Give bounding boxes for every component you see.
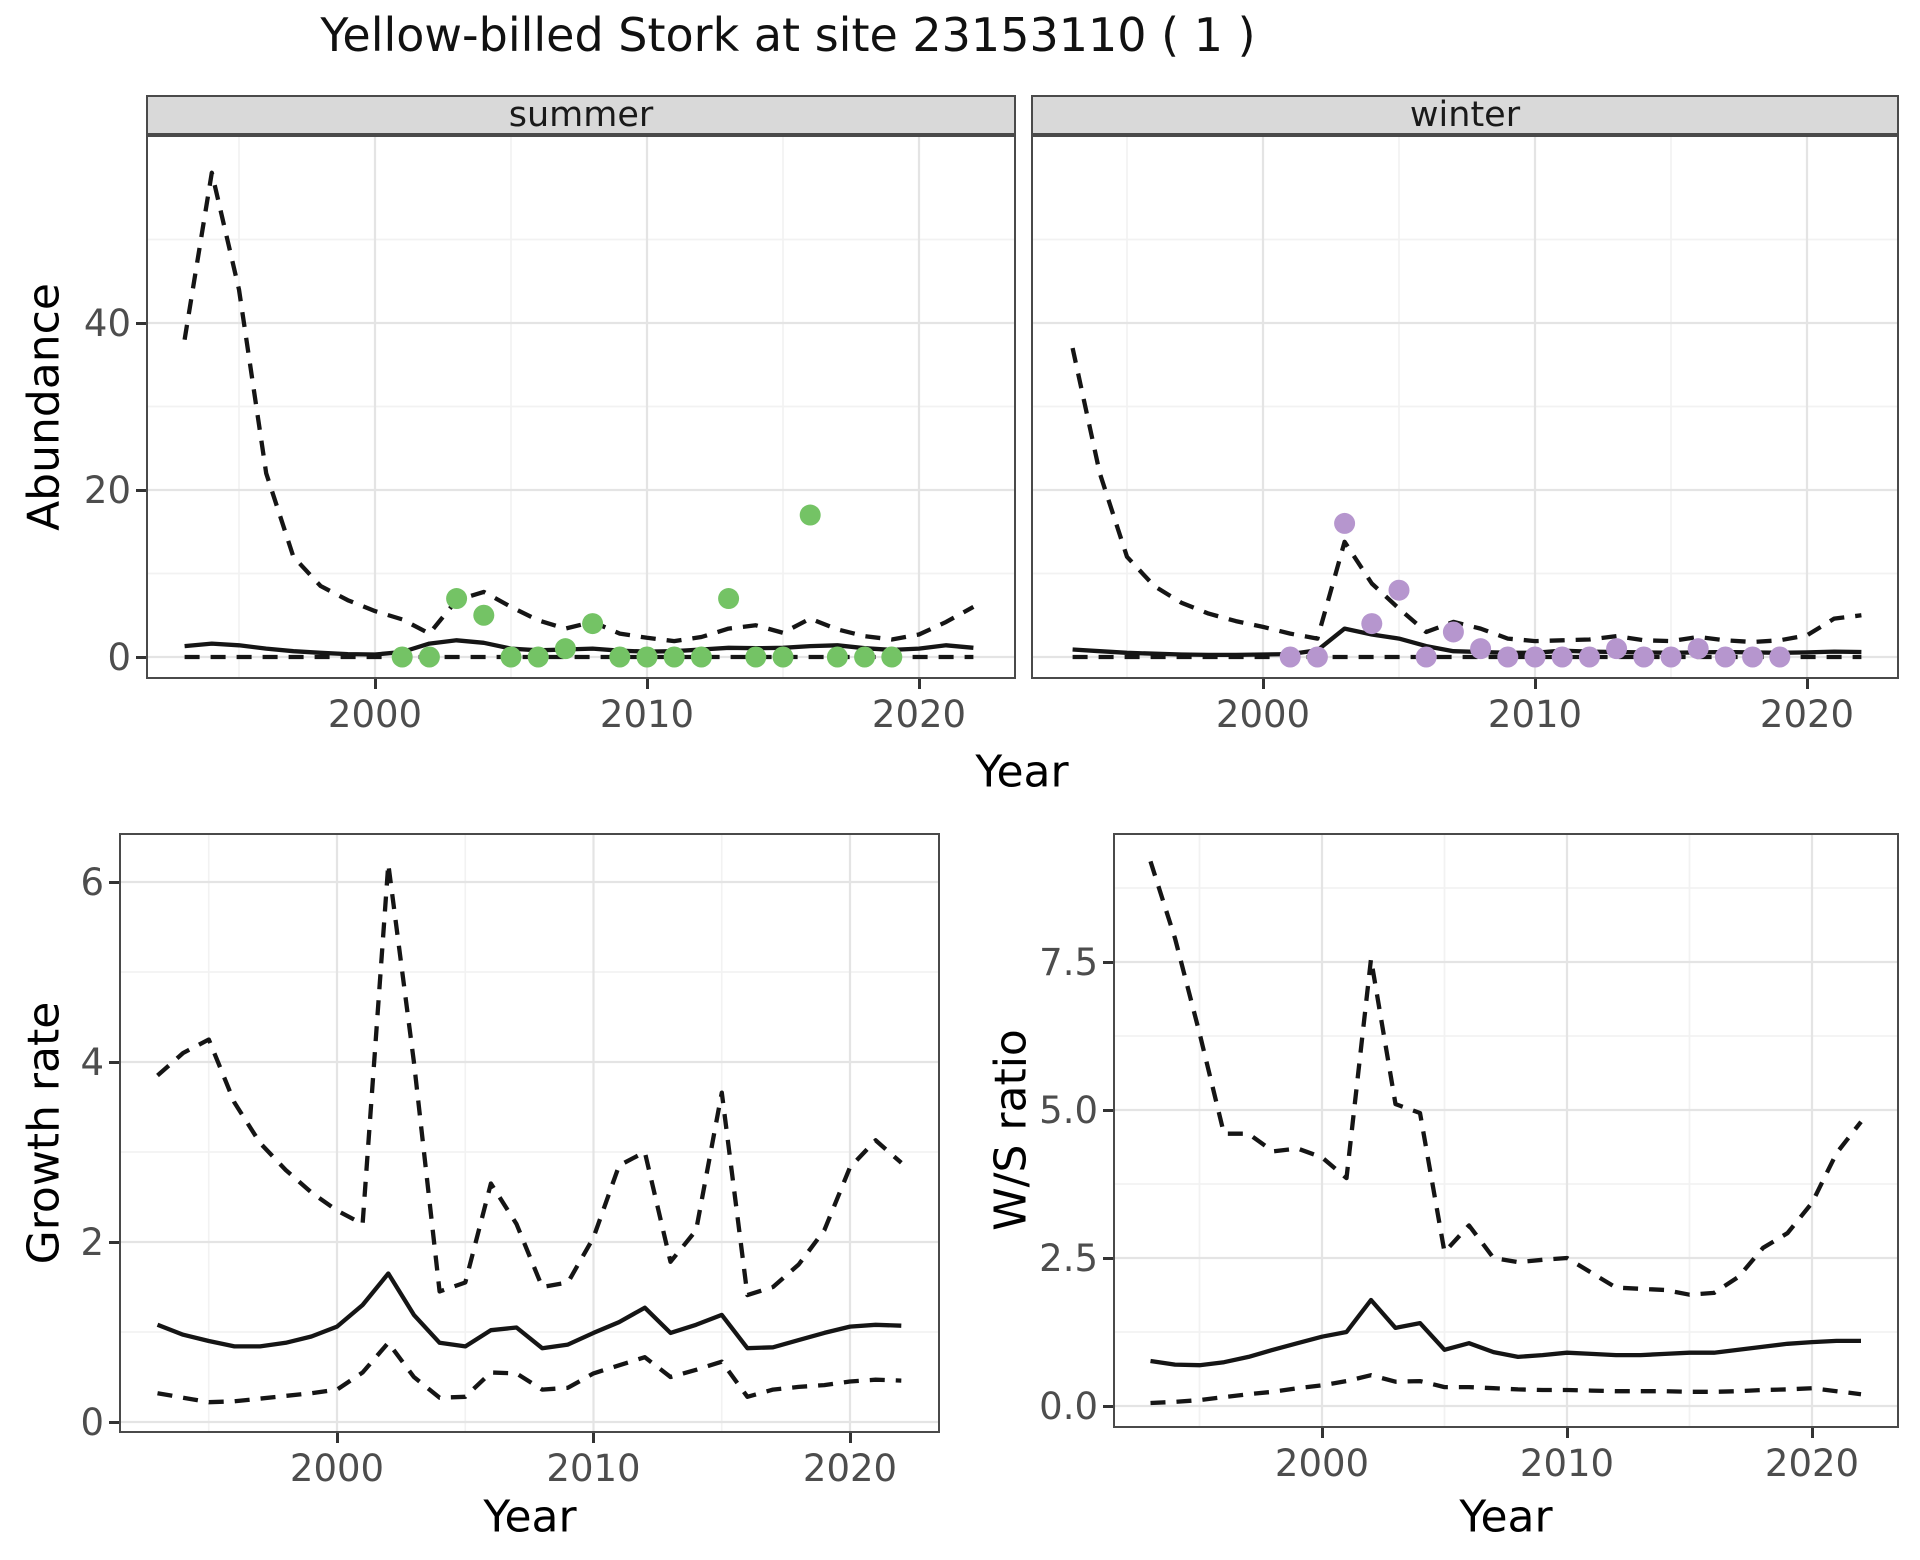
y-tick-label: 6	[80, 861, 104, 904]
ci-upper-line	[1070, 347, 1862, 645]
x-tick-mark	[373, 679, 377, 689]
ci-upper-line	[156, 861, 903, 1298]
y-tick-label: 0	[107, 636, 131, 679]
grid-major	[121, 835, 938, 1431]
y-tick-mark	[109, 1060, 119, 1064]
mean-line	[156, 1271, 902, 1351]
x-tick-label: 2000	[1274, 1442, 1370, 1485]
x-tick-label: 2010	[546, 1447, 641, 1490]
x-tick-label: 2000	[1215, 693, 1311, 736]
x-axis-title-year-top: Year	[975, 746, 1069, 798]
x-tick-label: 2010	[1487, 693, 1583, 736]
winter-observation-points	[1279, 512, 1791, 668]
y-tick-mark	[136, 655, 146, 659]
facet-strip-winter-label: winter	[1409, 95, 1521, 135]
y-tick-label: 0.0	[1039, 1385, 1098, 1428]
mean-line	[184, 638, 974, 657]
x-tick-label: 2010	[1519, 1442, 1615, 1485]
facet-strip-winter: winter	[1031, 95, 1899, 135]
y-tick-mark	[136, 321, 146, 325]
x-tick-mark	[1565, 1428, 1569, 1438]
x-tick-label: 2020	[1759, 693, 1855, 736]
x-axis-title-year-ws: Year	[1459, 1491, 1553, 1543]
ci-upper-line	[1148, 860, 1863, 1297]
y-tick-label: 5.0	[1039, 1089, 1098, 1132]
x-tick-label: 2020	[871, 693, 967, 736]
x-tick-mark	[1805, 679, 1809, 689]
x-tick-mark	[645, 679, 649, 689]
y-tick-mark	[109, 880, 119, 884]
x-axis-title-year-growth: Year	[483, 1491, 577, 1543]
x-tick-label: 2010	[599, 693, 695, 736]
x-tick-mark	[848, 1433, 852, 1443]
y-tick-mark	[1103, 960, 1113, 964]
y-tick-label: 7.5	[1039, 941, 1098, 984]
y-tick-label: 4	[80, 1041, 104, 1084]
facet-strip-summer: summer	[146, 95, 1016, 135]
ci-lower-line	[1150, 1373, 1862, 1406]
mean-line	[1150, 1297, 1861, 1368]
y-tick-label: 2	[80, 1221, 104, 1264]
summer-abundance-panel	[146, 135, 1016, 679]
x-tick-mark	[335, 1433, 339, 1443]
y-tick-label: 2.5	[1039, 1237, 1098, 1280]
y-tick-label: 40	[83, 302, 131, 345]
chart-title: Yellow-billed Stork at site 23153110 ( 1…	[320, 8, 1256, 62]
facet-strip-summer-label: summer	[508, 95, 654, 135]
x-tick-mark	[1261, 679, 1265, 689]
x-tick-mark	[1533, 679, 1537, 689]
y-tick-mark	[109, 1420, 119, 1424]
x-tick-mark	[1320, 1428, 1324, 1438]
x-tick-label: 2000	[327, 693, 423, 736]
x-tick-label: 2000	[289, 1447, 385, 1490]
grid-minor	[148, 137, 1014, 677]
x-tick-mark	[917, 679, 921, 689]
growth-rate-panel	[119, 833, 940, 1433]
grid-major	[1115, 835, 1897, 1426]
x-tick-label: 2020	[802, 1447, 898, 1490]
grid-minor	[1033, 137, 1897, 677]
ci-lower-line	[157, 1340, 902, 1405]
summer-observation-points	[391, 504, 903, 668]
ci-upper-line	[182, 170, 975, 644]
grid-minor	[121, 835, 938, 1431]
x-tick-mark	[1810, 1428, 1814, 1438]
y-tick-label: 0	[80, 1401, 104, 1444]
y-tick-mark	[136, 488, 146, 492]
y-tick-mark	[109, 1240, 119, 1244]
grid-minor	[1115, 835, 1897, 1426]
ws-ratio-panel	[1113, 833, 1899, 1428]
y-tick-label: 20	[83, 469, 131, 512]
y-tick-mark	[1103, 1256, 1113, 1260]
x-tick-label: 2020	[1764, 1442, 1860, 1485]
y-tick-mark	[1103, 1404, 1113, 1408]
winter-abundance-panel	[1031, 135, 1899, 679]
x-tick-mark	[592, 1433, 595, 1443]
y-tick-mark	[1103, 1108, 1113, 1112]
